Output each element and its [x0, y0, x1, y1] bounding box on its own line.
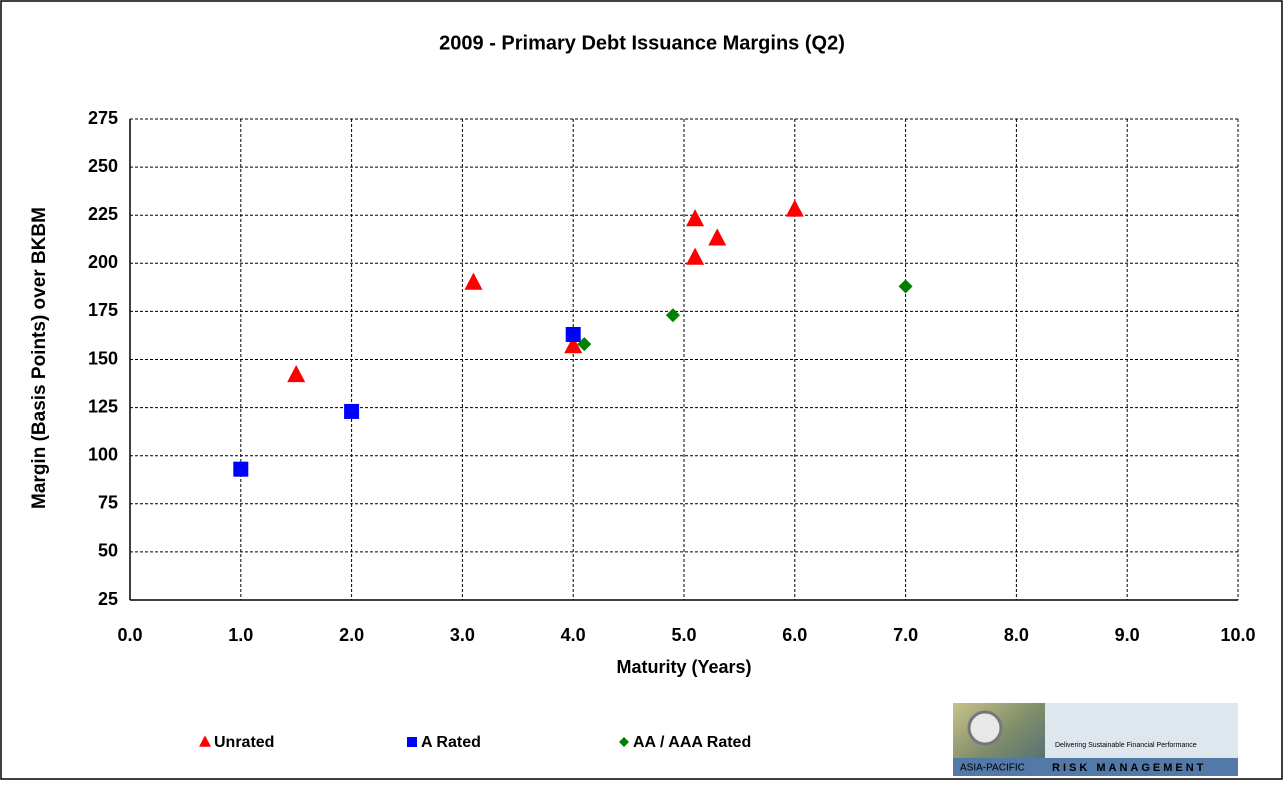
data-point: [233, 461, 249, 477]
data-point: [464, 272, 483, 290]
data-point: [577, 337, 592, 352]
x-tick-label: 5.0: [671, 625, 696, 645]
legend-marker: [407, 737, 417, 747]
data-point: [287, 364, 306, 383]
x-tick-label: 1.0: [228, 625, 253, 645]
logo-panel: [1045, 703, 1238, 758]
y-axis-label: Margin (Basis Points) over BKBM: [29, 207, 50, 509]
legend-label: Unrated: [214, 734, 274, 751]
data-point: [898, 279, 913, 294]
y-tick-label: 25: [98, 589, 118, 609]
x-tick-label: 0.0: [117, 625, 142, 645]
x-tick-label: 2.0: [339, 625, 364, 645]
y-tick-label: 250: [88, 156, 118, 176]
data-point: [785, 199, 804, 217]
y-tick-label: 225: [88, 204, 118, 224]
y-tick-label: 275: [88, 108, 118, 128]
legend-marker: [199, 735, 211, 747]
logo-icon: [967, 710, 1003, 746]
legend-label: AA / AAA Rated: [633, 734, 751, 751]
x-tick-label: 4.0: [561, 625, 586, 645]
y-tick-label: 100: [88, 444, 118, 464]
y-tick-label: 150: [88, 348, 118, 368]
logo: Delivering Sustainable Financial Perform…: [953, 703, 1238, 776]
logo-name: RISK MANAGEMENT: [1052, 762, 1206, 774]
logo-region: ASIA-PACIFIC: [960, 763, 1025, 774]
x-axis-label: Maturity (Years): [616, 657, 751, 677]
x-tick-label: 3.0: [450, 625, 475, 645]
x-tick-label: 9.0: [1115, 625, 1140, 645]
data-point: [564, 336, 583, 354]
x-tick-label: 7.0: [893, 625, 918, 645]
y-tick-label: 175: [88, 300, 118, 320]
data-point: [708, 228, 727, 246]
y-tick-label: 75: [98, 493, 118, 513]
x-tick-label: 10.0: [1220, 625, 1255, 645]
y-tick-label: 125: [88, 396, 118, 416]
data-point: [665, 308, 680, 323]
legend-label: A Rated: [421, 734, 481, 751]
y-tick-label: 50: [98, 541, 118, 561]
chart-title: 2009 - Primary Debt Issuance Margins (Q2…: [439, 32, 845, 54]
data-point: [686, 209, 705, 227]
legend-marker: [619, 737, 629, 747]
logo-band: [953, 758, 1238, 776]
y-tick-label: 200: [88, 252, 118, 272]
logo-tagline: Delivering Sustainable Financial Perform…: [1055, 742, 1197, 749]
data-point: [686, 247, 705, 265]
x-tick-label: 8.0: [1004, 625, 1029, 645]
data-point: [344, 403, 360, 419]
data-point: [565, 326, 581, 342]
x-tick-label: 6.0: [782, 625, 807, 645]
